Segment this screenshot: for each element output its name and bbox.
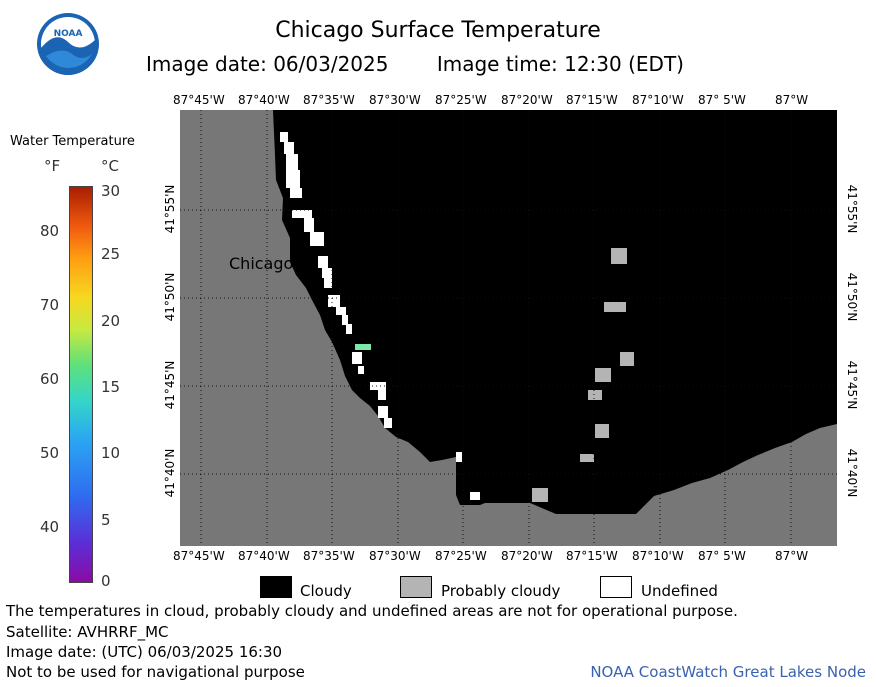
legend-swatch-undefined [600,576,632,598]
legend-label-undefined: Undefined [641,582,718,600]
f-tick: 70 [40,296,60,314]
bottom-lon-label: 87° 5'W [698,549,746,563]
warm-water-cell [355,344,371,350]
bottom-lon-label: 87°W [775,549,809,563]
legend-label-cloudy: Cloudy [300,582,352,600]
left-lat-label: 41°50'N [163,272,177,322]
bottom-lon-label: 87°35'W [303,549,355,563]
top-lon-label: 87°30'W [369,93,421,107]
utc-date-text: Image date: (UTC) 06/03/2025 16:30 [6,643,283,661]
f-tick: 80 [40,222,60,240]
image-date-time: Image date: 06/03/2025 Image time: 12:30… [146,52,684,76]
c-tick: 5 [101,511,111,529]
satellite-text: Satellite: AVHRRF_MC [6,623,169,641]
top-lon-label: 87°35'W [303,93,355,107]
right-lat-label: 41°40'N [845,448,859,498]
bottom-lon-label: 87°45'W [173,549,225,563]
c-tick: 20 [101,312,121,330]
noaa-logo: NOAA [36,12,100,76]
bottom-lon-label: 87°15'W [566,549,618,563]
legend-label-probably-cloudy: Probably cloudy [441,582,561,600]
top-lon-label: 87°45'W [173,93,225,107]
graticule [180,110,837,546]
left-lat-label: 41°55'N [163,184,177,234]
top-lon-label: 87°20'W [501,93,553,107]
credit-text: NOAA CoastWatch Great Lakes Node [590,663,866,681]
navigation-warning: Not to be used for navigational purpose [6,663,305,681]
right-lat-label: 41°55'N [845,184,859,234]
bottom-lon-label: 87°20'W [501,549,553,563]
disclaimer-text: The temperatures in cloud, probably clou… [6,602,738,620]
page-title: Chicago Surface Temperature [275,18,601,43]
city-label: Chicago [229,254,294,273]
legend-swatch-cloudy [260,576,292,598]
image-time: Image time: 12:30 (EDT) [436,52,684,76]
c-tick: 25 [101,245,121,263]
f-tick: 50 [40,444,60,462]
temperature-map [180,110,837,546]
top-lon-label: 87°W [775,93,809,107]
probably-cloudy-cells [532,248,634,502]
lake-cloudy-area [273,110,837,514]
left-lat-label: 41°40'N [163,448,177,498]
image-date: Image date: 06/03/2025 [146,52,389,76]
svg-text:NOAA: NOAA [54,29,83,39]
legend-title: Water Temperature [10,134,135,149]
bottom-lon-label: 87°40'W [238,549,290,563]
undefined-cells [280,132,480,500]
chicago-marker [296,244,306,254]
top-lon-label: 87° 5'W [698,93,746,107]
legend-swatch-probably-cloudy [400,576,432,598]
top-lon-label: 87°15'W [566,93,618,107]
unit-fahrenheit: °F [44,157,61,175]
c-tick: 30 [101,182,121,200]
temperature-colorbar [69,186,93,583]
right-lat-label: 41°45'N [845,360,859,410]
top-lon-label: 87°40'W [238,93,290,107]
top-lon-label: 87°10'W [632,93,684,107]
top-lon-label: 87°25'W [435,93,487,107]
c-tick: 10 [101,444,121,462]
c-tick: 15 [101,378,121,396]
f-tick: 40 [40,518,60,536]
left-lat-label: 41°45'N [163,360,177,410]
bottom-lon-label: 87°25'W [435,549,487,563]
bottom-lon-label: 87°30'W [369,549,421,563]
c-tick: 0 [101,572,111,590]
unit-celsius: °C [101,157,119,175]
right-lat-label: 41°50'N [845,272,859,322]
bottom-lon-label: 87°10'W [632,549,684,563]
f-tick: 60 [40,370,60,388]
